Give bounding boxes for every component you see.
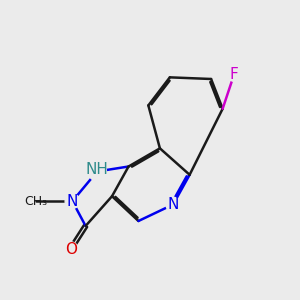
Text: F: F bbox=[230, 67, 239, 82]
Text: CH₃: CH₃ bbox=[25, 195, 48, 208]
Circle shape bbox=[166, 197, 180, 212]
Text: O: O bbox=[65, 242, 77, 256]
Circle shape bbox=[65, 194, 80, 208]
Circle shape bbox=[88, 162, 106, 181]
Circle shape bbox=[227, 67, 242, 81]
Text: N: N bbox=[67, 194, 78, 209]
Circle shape bbox=[64, 242, 78, 256]
Text: N: N bbox=[167, 197, 179, 212]
Text: NH: NH bbox=[86, 162, 109, 177]
